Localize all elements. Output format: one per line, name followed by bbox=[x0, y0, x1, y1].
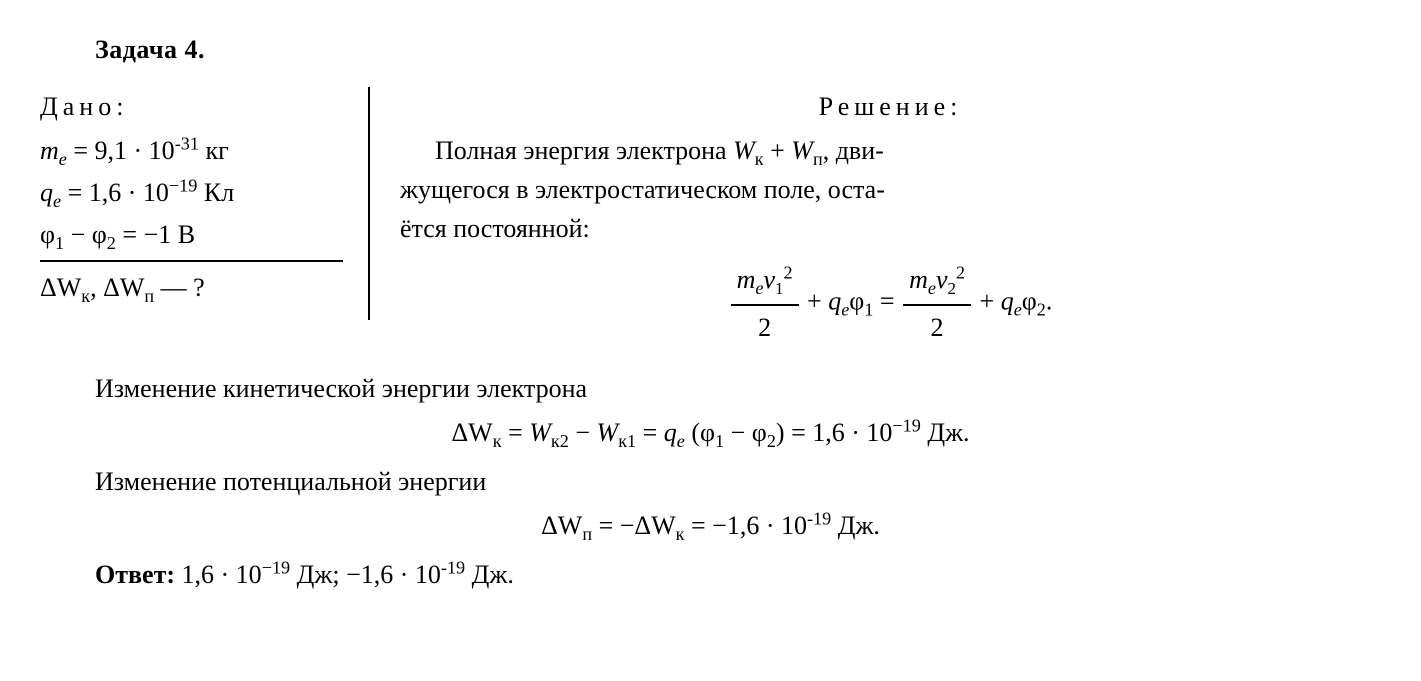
given-divider bbox=[40, 260, 343, 262]
kinetic-equation: ΔWк = Wк2 − Wк1 = qe (φ1 − φ2) = 1,6 · 1… bbox=[40, 413, 1381, 452]
energy-conservation-equation: mev12 2 + qeφ1 = mev22 2 + qeφ2. bbox=[400, 260, 1381, 347]
solution-intro: Полная энергия электрона Wк + Wп, дви- ж… bbox=[400, 131, 1381, 248]
given-mass: me = 9,1 · 10-31 кг bbox=[40, 131, 343, 170]
solution-label: Решение: bbox=[400, 87, 1381, 126]
solution-column: Решение: Полная энергия электрона Wк + W… bbox=[370, 87, 1381, 359]
given-charge: qe = 1,6 · 10−19 Кл bbox=[40, 173, 343, 212]
kinetic-text: Изменение кинетической энергии электрона bbox=[40, 369, 1381, 408]
given-label: Дано: bbox=[40, 87, 343, 126]
problem-title: Задача 4. bbox=[95, 30, 1381, 69]
given-find: ΔWк, ΔWп — ? bbox=[40, 268, 343, 307]
potential-equation: ΔWп = −ΔWк = −1,6 · 10-19 Дж. bbox=[40, 506, 1381, 545]
potential-text: Изменение потенциальной энергии bbox=[40, 462, 1381, 501]
answer-line: Ответ: 1,6 · 10−19 Дж; −1,6 · 10-19 Дж. bbox=[40, 555, 1381, 594]
given-column: Дано: me = 9,1 · 10-31 кг qe = 1,6 · 10−… bbox=[40, 87, 370, 320]
given-potential: φ1 − φ2 = −1 В bbox=[40, 215, 343, 254]
top-section: Дано: me = 9,1 · 10-31 кг qe = 1,6 · 10−… bbox=[40, 87, 1381, 359]
answer-label: Ответ: bbox=[95, 560, 182, 589]
